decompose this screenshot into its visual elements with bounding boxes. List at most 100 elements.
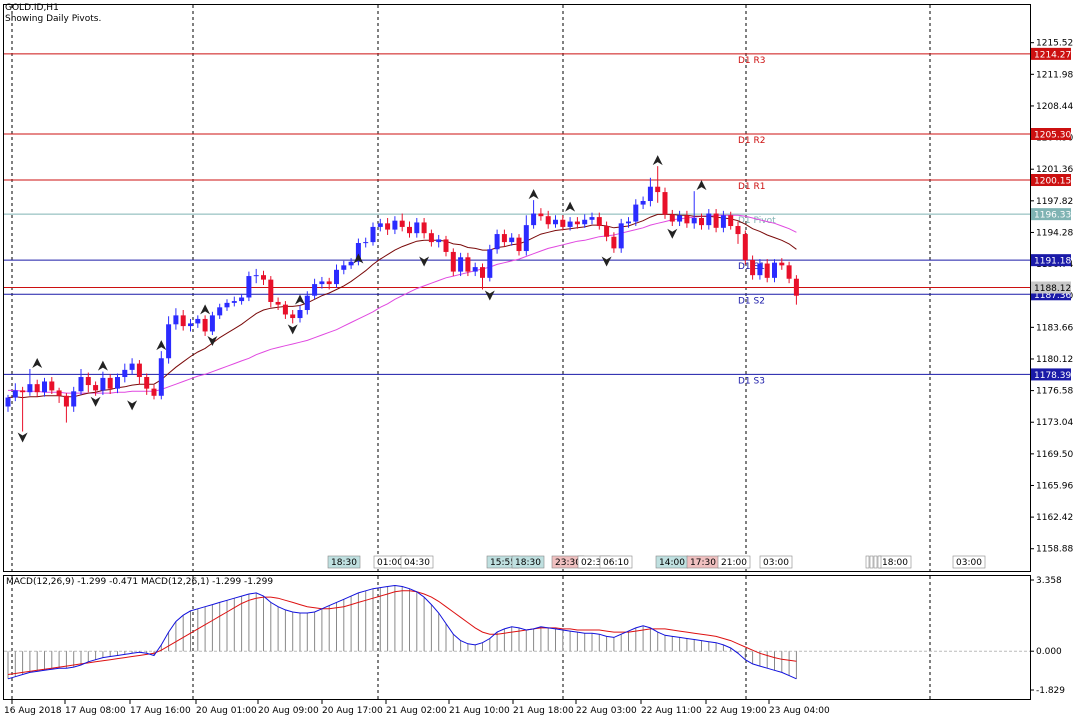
candle-body	[633, 204, 639, 222]
x-tick-label: 22 Aug 11:00	[641, 706, 702, 716]
candle-body	[392, 220, 398, 230]
candle-body	[626, 221, 631, 224]
x-tick-label: 21 Aug 10:00	[449, 706, 510, 716]
time-marker-box	[400, 555, 434, 569]
candle-body	[750, 259, 756, 276]
fractal-down-icon	[207, 336, 218, 347]
candle-body	[136, 363, 142, 378]
time-marker-tick	[873, 555, 878, 569]
candle-body	[501, 234, 507, 243]
candle-body	[268, 279, 274, 302]
candle-body	[611, 236, 617, 249]
candle-body	[85, 377, 91, 386]
candle-body	[312, 284, 318, 296]
x-tick-label: 16 Aug 2018	[4, 706, 62, 716]
x-tick-label: 21 Aug 02:00	[386, 706, 447, 716]
pivot-name: D1 R1	[738, 182, 766, 192]
candle-body	[699, 217, 704, 226]
candle-body	[209, 315, 215, 332]
candle-body	[158, 358, 164, 396]
candle-body	[348, 261, 354, 266]
candle-body	[231, 301, 237, 303]
candle-body	[480, 267, 485, 278]
candle-body	[669, 214, 675, 222]
pivot-name: D1 R2	[738, 136, 766, 146]
fractal-down-icon	[484, 290, 495, 301]
y-tick-label: 1176.58	[1036, 387, 1073, 397]
candle-body	[78, 377, 84, 392]
x-tick-label: 20 Aug 17:00	[322, 706, 383, 716]
macd-y-tick-label: -1.829	[1036, 686, 1065, 696]
fractal-up-icon	[295, 294, 305, 305]
candle-body	[757, 263, 763, 276]
x-tick-label: 23 Aug 04:00	[769, 706, 830, 716]
candle-body	[399, 220, 405, 227]
candle-body	[684, 215, 690, 224]
candle-body	[188, 323, 193, 327]
candle-body	[735, 226, 741, 235]
time-marker-label: 21:00	[721, 558, 747, 568]
macd-y-tick-label: 0.000	[1036, 647, 1062, 657]
pivot-price-label: 1214.27	[1034, 50, 1071, 60]
fractal-up-icon	[156, 340, 167, 351]
candle-body	[377, 223, 383, 227]
fractal-down-icon	[667, 228, 678, 239]
candle-body	[574, 221, 580, 225]
candle-body	[282, 304, 288, 315]
time-marker-box	[511, 555, 545, 569]
time-marker-box	[599, 555, 633, 569]
time-marker-label: 02:30	[581, 558, 607, 568]
candle-body	[494, 234, 500, 250]
symbol-label: GOLD.ID,H1	[5, 3, 59, 13]
x-tick-label: 22 Aug 19:00	[706, 706, 767, 716]
candle-body	[538, 213, 544, 217]
fractal-down-icon	[90, 396, 101, 407]
candle-body	[275, 301, 281, 305]
candle-body	[63, 395, 69, 407]
candle-body	[239, 297, 245, 302]
candle-body	[49, 381, 55, 391]
y-tick-label: 1165.96	[1036, 481, 1073, 491]
candle-body	[341, 265, 347, 270]
candle-body	[553, 219, 558, 225]
fractal-up-icon	[200, 304, 211, 315]
time-marker-tick	[877, 555, 882, 569]
candle-body	[195, 318, 201, 324]
candle-body	[319, 281, 325, 285]
fractal-down-icon	[17, 432, 28, 443]
pivot-name: D1 Pivot	[738, 216, 776, 226]
time-marker-box	[717, 555, 751, 569]
pivot-price-box	[1031, 128, 1071, 140]
candle-body	[443, 239, 449, 252]
time-marker-box	[759, 555, 793, 569]
candle-body	[290, 314, 296, 319]
candle-body	[12, 390, 18, 398]
candle-body	[509, 237, 515, 243]
candle-body	[180, 315, 186, 327]
candle-body	[363, 242, 369, 244]
pivot-price-label: 1191.18	[1034, 257, 1071, 267]
pivot-price-box	[1031, 174, 1071, 187]
candle-body	[253, 275, 259, 277]
candle-body	[618, 223, 624, 249]
candle-body	[436, 239, 442, 243]
candle-body	[567, 221, 573, 227]
fractal-up-icon	[32, 357, 43, 368]
candle-body	[100, 377, 106, 391]
candle-body	[115, 377, 120, 389]
x-tick-label: 20 Aug 01:00	[196, 706, 257, 716]
time-marker-label: 18:00	[882, 558, 908, 568]
candle-body	[304, 295, 310, 311]
y-tick-label: 1201.36	[1036, 165, 1073, 175]
time-marker-box	[327, 555, 361, 569]
y-tick-label: 1162.42	[1036, 513, 1073, 523]
pivot-price-box	[1031, 47, 1071, 60]
macd-panel-frame	[3, 575, 1031, 700]
candle-body	[545, 216, 551, 225]
pivot-price-box	[1031, 208, 1071, 221]
candle-body	[385, 223, 391, 230]
candle-body	[523, 225, 529, 252]
macd-y-tick-label: 3.358	[1036, 576, 1062, 586]
candle-body	[166, 324, 172, 359]
